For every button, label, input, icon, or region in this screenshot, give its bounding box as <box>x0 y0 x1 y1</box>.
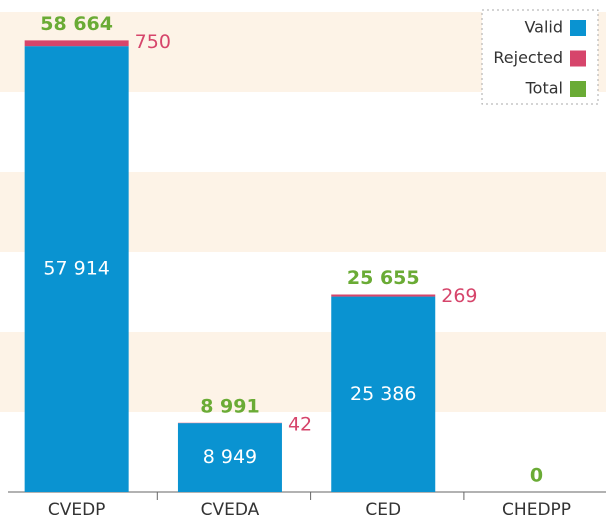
valid-label: 25 386 <box>350 383 416 405</box>
bar-valid <box>24 46 129 493</box>
bar-rejected <box>24 40 129 47</box>
legend-label: Rejected <box>493 48 563 67</box>
legend-swatch <box>570 20 586 36</box>
x-tick-label: CVEDA <box>201 500 260 520</box>
valid-label: 57 914 <box>43 258 109 280</box>
total-label: 25 655 <box>347 267 420 289</box>
bar-valid <box>331 296 436 492</box>
legend-label: Total <box>525 79 563 98</box>
total-label: 0 <box>530 465 543 487</box>
legend-label: Valid <box>524 18 563 37</box>
x-tick-label: CVEDP <box>48 500 106 520</box>
legend-swatch <box>570 50 586 67</box>
total-label: 58 664 <box>40 13 113 35</box>
rejected-label: 269 <box>441 285 477 307</box>
x-tick-label: CED <box>365 500 401 520</box>
rejected-label: 750 <box>135 31 171 53</box>
x-tick-label: CHEDPP <box>502 500 571 520</box>
rejected-label: 42 <box>288 413 312 435</box>
bar-rejected <box>331 294 436 297</box>
bar-valid <box>177 423 282 492</box>
total-label: 8 991 <box>200 395 260 417</box>
legend-swatch <box>570 81 586 97</box>
valid-label: 8 949 <box>203 446 257 468</box>
